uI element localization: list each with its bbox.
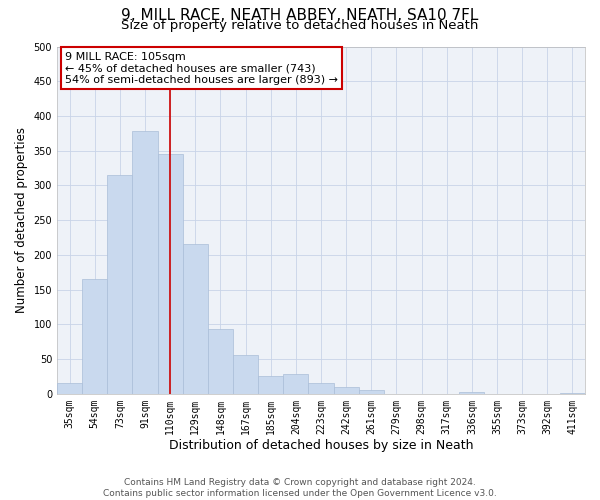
Text: Size of property relative to detached houses in Neath: Size of property relative to detached ho…	[121, 19, 479, 32]
Bar	[359, 390, 384, 394]
X-axis label: Distribution of detached houses by size in Neath: Distribution of detached houses by size …	[169, 440, 473, 452]
Text: 9, MILL RACE, NEATH ABBEY, NEATH, SA10 7FL: 9, MILL RACE, NEATH ABBEY, NEATH, SA10 7…	[121, 8, 479, 22]
Bar	[308, 384, 334, 394]
Bar	[208, 329, 233, 394]
Text: Contains HM Land Registry data © Crown copyright and database right 2024.
Contai: Contains HM Land Registry data © Crown c…	[103, 478, 497, 498]
Bar	[133, 131, 158, 394]
Text: 9 MILL RACE: 105sqm
← 45% of detached houses are smaller (743)
54% of semi-detac: 9 MILL RACE: 105sqm ← 45% of detached ho…	[65, 52, 338, 85]
Y-axis label: Number of detached properties: Number of detached properties	[15, 127, 28, 313]
Bar	[459, 392, 484, 394]
Bar	[158, 154, 183, 394]
Bar	[258, 376, 283, 394]
Bar	[334, 387, 359, 394]
Bar	[107, 175, 133, 394]
Bar	[560, 393, 585, 394]
Bar	[283, 374, 308, 394]
Bar	[57, 382, 82, 394]
Bar	[82, 279, 107, 394]
Bar	[183, 244, 208, 394]
Bar	[233, 355, 258, 394]
